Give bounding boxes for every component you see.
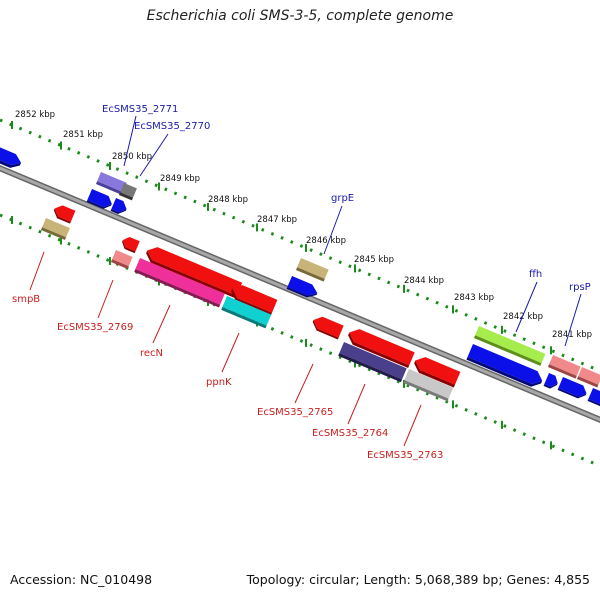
gene-ppnK xyxy=(221,296,272,329)
kbp-label: 2841 kbp xyxy=(552,330,592,340)
forward-genes xyxy=(0,144,600,407)
gene-label-grpE: grpE xyxy=(331,193,354,204)
gene-label-EcSMS35_2765: EcSMS35_2765 xyxy=(257,407,333,418)
gene-rev-large-2 xyxy=(348,329,415,369)
kbp-label: 2850 kbp xyxy=(112,152,152,162)
leader-EcSMS35_2769 xyxy=(97,279,114,319)
leader-smpB xyxy=(29,251,45,291)
gene-label-ppnK: ppnK xyxy=(206,377,232,388)
leader-recN xyxy=(152,304,171,344)
gene-label-EcSMS35_2770: EcSMS35_2770 xyxy=(134,121,210,132)
leader-EcSMS35_2770 xyxy=(139,133,169,177)
gene-label-smpB: smpB xyxy=(12,294,40,305)
gene-labels: EcSMS35_2771 EcSMS35_2770 grpE ffh rpsP … xyxy=(12,104,591,461)
kbp-label: 2851 kbp xyxy=(63,130,103,140)
kbp-label: 2843 kbp xyxy=(454,293,494,303)
kbp-label: 2845 kbp xyxy=(354,255,394,265)
kbp-label: 2848 kbp xyxy=(208,195,248,205)
gene-fwd-small-4 xyxy=(557,377,587,399)
gene-EcSMS35_2765 xyxy=(312,316,344,340)
gene-EcSMS35_2769 xyxy=(110,250,133,269)
gene-fwd-rpsP-right xyxy=(576,367,600,388)
leader-EcSMS35_2764 xyxy=(347,383,366,425)
gene-label-recN: recN xyxy=(140,348,163,359)
gene-rpsP xyxy=(547,355,581,379)
leader-grpE xyxy=(323,205,343,255)
gene-rev-large-1 xyxy=(146,247,243,299)
gene-rev-large-3 xyxy=(414,357,461,388)
gene-ffh xyxy=(473,326,546,366)
gene-rev-ppnK-arrow xyxy=(231,285,278,316)
gene-rev-small-1 xyxy=(122,236,140,254)
gene-fwd-small-2 xyxy=(110,198,127,215)
gene-fwd-grpE-arrow xyxy=(286,276,318,298)
gene-label-ffh: ffh xyxy=(529,269,542,280)
gene-label-EcSMS35_2769: EcSMS35_2769 xyxy=(57,322,133,333)
gene-EcSMS35_2770 xyxy=(118,183,137,201)
leader-rpsP xyxy=(564,293,582,347)
label-leader-lines xyxy=(29,115,582,447)
gene-fwd-ffh-arrow xyxy=(466,344,543,387)
gene-fwd-small-3 xyxy=(543,373,558,389)
gene-label-EcSMS35_2763: EcSMS35_2763 xyxy=(367,450,443,461)
gene-fwd-small-1 xyxy=(86,189,112,209)
gene-label-EcSMS35_2771: EcSMS35_2771 xyxy=(102,104,178,115)
gene-smpB-box xyxy=(40,218,70,241)
topology-summary: Topology: circular; Length: 5,068,389 bp… xyxy=(246,572,590,587)
kbp-label: 2847 kbp xyxy=(257,215,297,225)
ruler-outer-major-ticks xyxy=(11,121,552,355)
kbp-label: 2849 kbp xyxy=(160,174,200,184)
gene-recN xyxy=(134,258,225,308)
gene-EcSMS35_2771 xyxy=(95,172,127,195)
gene-grpE xyxy=(295,258,329,282)
gene-arrow-left-edge xyxy=(0,144,22,168)
accession-text: Accession: NC_010498 xyxy=(10,572,153,587)
gene-smpB xyxy=(53,205,76,224)
kbp-label: 2846 kbp xyxy=(306,236,346,246)
kbp-labels: 2852 kbp 2851 kbp 2850 kbp 2849 kbp 2848… xyxy=(15,110,592,340)
kbp-label: 2842 kbp xyxy=(503,312,543,322)
leader-ppnK xyxy=(221,332,240,373)
gene-label-rpsP: rpsP xyxy=(569,282,591,293)
reverse-genes xyxy=(40,205,461,402)
gene-label-EcSMS35_2764: EcSMS35_2764 xyxy=(312,428,388,439)
leader-ffh xyxy=(515,281,538,333)
leader-EcSMS35_2765 xyxy=(294,363,314,404)
gene-EcSMS35_2763 xyxy=(403,369,454,402)
gene-fwd-small-5 xyxy=(587,388,600,407)
ruler-outer xyxy=(0,118,600,373)
gene-EcSMS35_2764 xyxy=(338,342,407,383)
kbp-label: 2852 kbp xyxy=(15,110,55,120)
leader-EcSMS35_2771 xyxy=(123,115,137,167)
kbp-label: 2844 kbp xyxy=(404,276,444,286)
leader-EcSMS35_2763 xyxy=(403,404,422,447)
map-title: Escherichia coli SMS-3-5, complete genom… xyxy=(146,8,454,24)
